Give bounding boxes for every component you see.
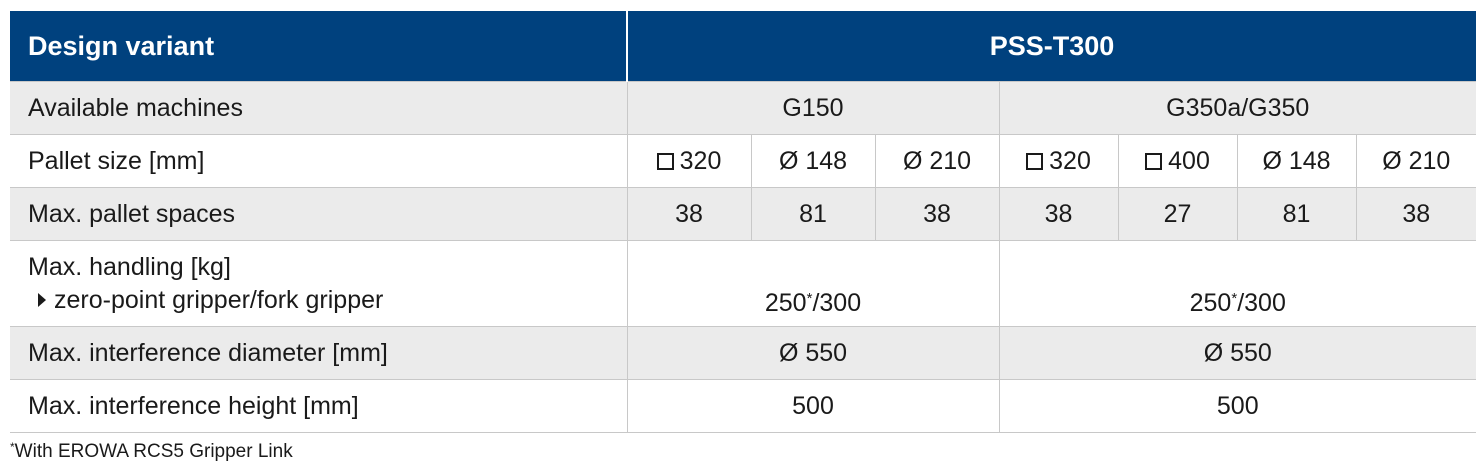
handling-sublabel: zero-point gripper/fork gripper: [54, 285, 384, 314]
pallet-spaces-value: 38: [998, 187, 1118, 241]
interference-height-g150: 500: [626, 379, 999, 433]
row-label-machines: Available machines: [10, 81, 627, 135]
pallet-size-cell: 400: [1117, 134, 1237, 188]
row-label-interference-diameter: Max. interference diameter [mm]: [10, 326, 627, 380]
design-variant-label: Design variant: [10, 11, 627, 82]
arrow-right-icon: [38, 292, 46, 307]
table-row-pallet-spaces: Max. pallet spaces 38 81 38 38 27 81 38: [10, 187, 1476, 241]
pallet-size-cell: Ø 148: [750, 134, 875, 188]
handling-sublabel-line: zero-point gripper/fork gripper: [28, 284, 627, 317]
pallet-size-cell: Ø 148: [1236, 134, 1356, 188]
machine-group-g150: G150: [626, 81, 999, 135]
pallet-spaces-value: 27: [1117, 187, 1237, 241]
table-header-row: Design variant PSS-T300: [10, 11, 1476, 82]
square-icon: [656, 152, 674, 170]
footnote-mark: *: [1231, 290, 1238, 307]
pallet-size-cell: Ø 210: [874, 134, 999, 188]
table-row-machines: Available machines G150 G350a/G350: [10, 81, 1476, 135]
pallet-size-value: 320: [1049, 146, 1091, 175]
pallet-spaces-value: 38: [1355, 187, 1476, 241]
table-row-pallet-size: Pallet size [mm] 320 Ø 148 Ø 210 320 400…: [10, 134, 1476, 188]
handling-value: 250: [1189, 289, 1232, 317]
pallet-spaces-value: 81: [1236, 187, 1356, 241]
pallet-size-value: 320: [679, 146, 722, 175]
handling-value-suffix: /300: [1237, 289, 1286, 317]
table-row-handling: Max. handling [kg] zero-point gripper/fo…: [10, 240, 1476, 327]
row-label-pallet-spaces: Max. pallet spaces: [10, 187, 627, 241]
pallet-size-value: Ø 148: [778, 146, 848, 175]
pallet-spaces-value: 81: [750, 187, 875, 241]
square-icon: [1145, 152, 1163, 170]
interference-height-g350: 500: [998, 379, 1476, 433]
handling-value-g350: 250*/300: [998, 240, 1476, 327]
table-row-interference-height: Max. interference height [mm] 500 500: [10, 379, 1476, 433]
pallet-spaces-value: 38: [626, 187, 751, 241]
footnote-mark: *: [806, 290, 813, 307]
pallet-size-cell: 320: [626, 134, 751, 188]
square-icon: [1026, 152, 1044, 170]
footnote-text: With EROWA RCS5 Gripper Link: [14, 441, 293, 462]
handling-value-suffix: /300: [812, 289, 862, 317]
specification-table: Design variant PSS-T300 Available machin…: [10, 11, 1476, 433]
handling-value: 250: [764, 289, 807, 317]
footnote-mark: *: [10, 440, 15, 454]
handling-value-g150: 250*/300: [626, 240, 999, 327]
interference-diameter-g150: Ø 550: [626, 326, 999, 380]
row-label-pallet-size: Pallet size [mm]: [10, 134, 627, 188]
footnote: *With EROWA RCS5 Gripper Link: [10, 441, 293, 463]
row-label-interference-height: Max. interference height [mm]: [10, 379, 627, 433]
interference-diameter-g350: Ø 550: [998, 326, 1476, 380]
pallet-size-value: 400: [1168, 146, 1210, 175]
handling-label: Max. handling [kg]: [28, 252, 231, 281]
pallet-spaces-value: 38: [874, 187, 999, 241]
table-row-interference-diameter: Max. interference diameter [mm] Ø 550 Ø …: [10, 326, 1476, 380]
pallet-size-value: Ø 210: [1382, 146, 1451, 175]
row-label-handling: Max. handling [kg] zero-point gripper/fo…: [10, 240, 627, 327]
pallet-size-cell: 320: [998, 134, 1118, 188]
machine-group-g350: G350a/G350: [998, 81, 1476, 135]
design-variant-value: PSS-T300: [626, 11, 1476, 82]
pallet-size-value: Ø 148: [1262, 146, 1331, 175]
pallet-size-cell: Ø 210: [1355, 134, 1476, 188]
pallet-size-value: Ø 210: [902, 146, 972, 175]
